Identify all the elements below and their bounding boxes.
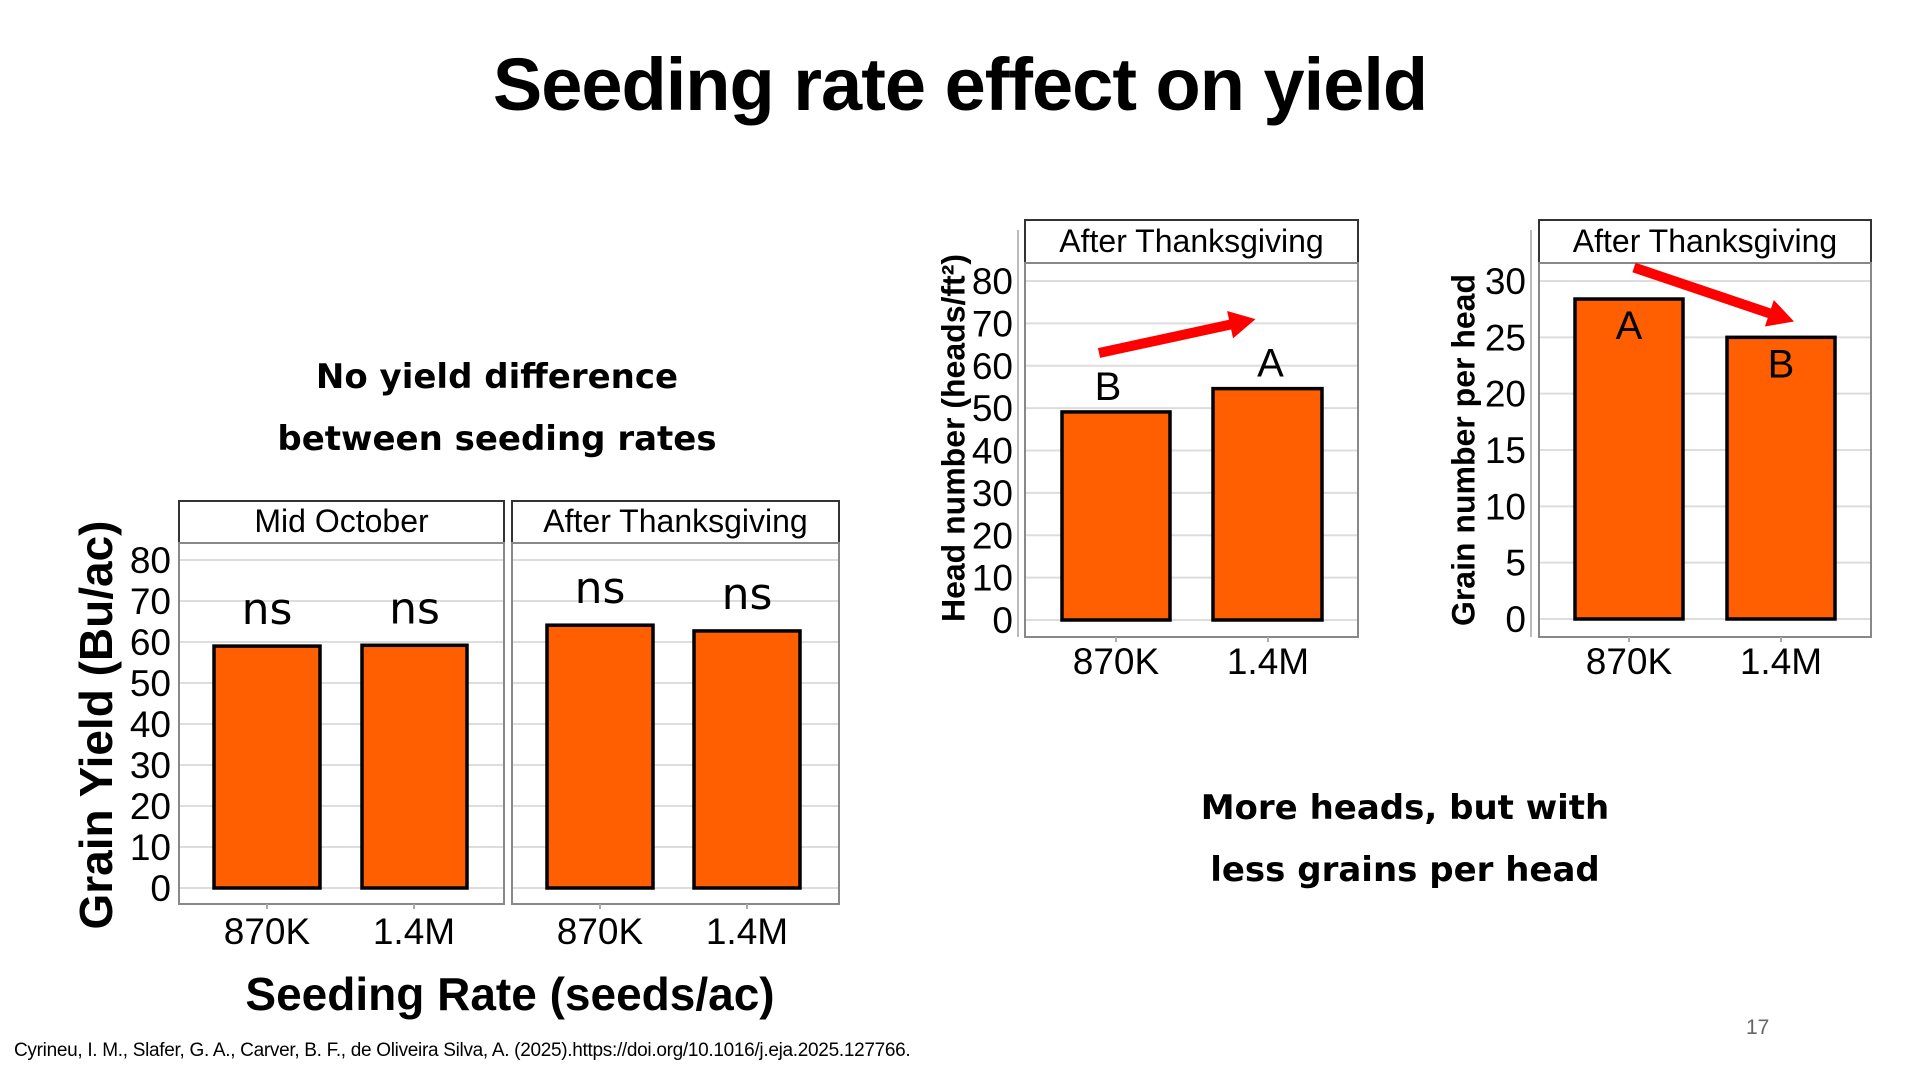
bar	[1725, 335, 1837, 621]
y-tick-label: 70	[972, 303, 1013, 344]
x-tick-label: 1.4M	[1227, 641, 1309, 682]
callout-no-yield-difference: No yield difference between seeding rate…	[247, 346, 747, 470]
callout-line: No yield difference	[315, 357, 679, 397]
y-tick-label: 15	[1485, 430, 1526, 471]
y-tick-label: 0	[150, 868, 171, 909]
y-tick-label: 30	[972, 473, 1013, 514]
y-axis-title: Grain Yield (Bu/ac)	[70, 521, 122, 930]
y-tick-label: 5	[1505, 543, 1526, 584]
y-tick-label: 50	[972, 388, 1013, 429]
y-tick-label: 30	[130, 745, 171, 786]
y-tick-label: 60	[972, 346, 1013, 387]
y-tick-label: 80	[972, 261, 1013, 302]
callout-line: More heads, but with	[1200, 788, 1610, 828]
x-tick-label: 870K	[557, 911, 644, 952]
x-tick-label: 870K	[1073, 641, 1160, 682]
significance-label: B	[1095, 365, 1122, 409]
y-tick-label: 40	[972, 431, 1013, 472]
significance-label: ns	[242, 584, 293, 635]
x-tick-label: 1.4M	[373, 911, 455, 952]
y-tick-label: 10	[972, 558, 1013, 599]
citation[interactable]: Cyrineu, I. M., Slafer, G. A., Carver, B…	[14, 1040, 911, 1061]
facet-strip	[511, 500, 840, 544]
callout-more-heads: More heads, but with less grains per hea…	[1155, 777, 1655, 901]
facet-strip	[1538, 219, 1872, 264]
x-tick-label: 870K	[224, 911, 311, 952]
significance-label: B	[1768, 342, 1795, 386]
y-tick-label: 80	[130, 540, 171, 581]
callout-line: between seeding rates	[277, 419, 717, 459]
y-tick-label: 20	[130, 786, 171, 827]
bar	[545, 623, 655, 890]
callout-line: less grains per head	[1210, 850, 1600, 890]
bar	[1211, 386, 1324, 622]
y-axis-title: Grain number per head	[1445, 274, 1481, 626]
y-tick-label: 60	[130, 622, 171, 663]
y-tick-label: 0	[992, 600, 1013, 641]
y-tick-label: 20	[1485, 374, 1526, 415]
y-axis-title: Head number (heads/ft²)	[935, 254, 971, 622]
significance-label: A	[1616, 304, 1643, 348]
y-tick-label: 20	[972, 515, 1013, 556]
facet-strip-label: Mid October	[254, 503, 429, 539]
y-tick-label: 10	[1485, 486, 1526, 527]
y-tick-label: 40	[130, 704, 171, 745]
y-tick-label: 25	[1485, 317, 1526, 358]
y-tick-label: 50	[130, 663, 171, 704]
significance-label: ns	[389, 583, 440, 634]
significance-label: ns	[575, 563, 626, 614]
x-tick-label: 1.4M	[1740, 641, 1822, 682]
x-axis-title: Seeding Rate (seeds/ac)	[245, 968, 774, 1020]
y-tick-label: 10	[130, 827, 171, 868]
significance-label: A	[1257, 342, 1284, 386]
facet-strip	[1024, 219, 1359, 264]
page-number: 17	[1746, 1016, 1770, 1039]
y-tick-label: 0	[1505, 599, 1526, 640]
bar	[692, 629, 802, 890]
y-tick-label: 30	[1485, 261, 1526, 302]
bar	[1060, 410, 1172, 622]
decrease-arrow-icon	[1632, 262, 1794, 327]
x-tick-label: 870K	[1586, 641, 1673, 682]
facet-strip-label: After Thanksgiving	[1573, 223, 1837, 259]
bar	[360, 643, 469, 890]
facet-strip-label: After Thanksgiving	[1059, 223, 1323, 259]
increase-arrow-icon	[1097, 310, 1256, 358]
facet-strip-label: After Thanksgiving	[543, 503, 807, 539]
slide-title: Seeding rate effect on yield	[492, 43, 1428, 126]
bar	[1573, 297, 1685, 621]
bar	[212, 644, 322, 890]
y-tick-label: 70	[130, 581, 171, 622]
x-tick-label: 1.4M	[706, 911, 788, 952]
significance-label: ns	[722, 569, 773, 620]
